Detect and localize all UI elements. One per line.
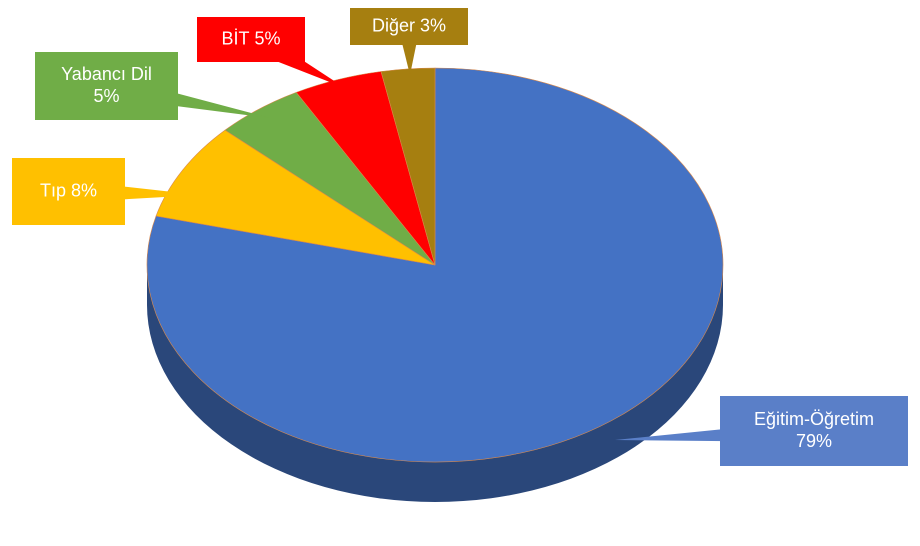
category-label: BİT: [221, 28, 249, 48]
slice: [146, 67, 724, 463]
category-label: Yabancı Dil: [61, 64, 152, 84]
data-label: Tıp 8%: [40, 180, 97, 200]
value-label: 79%: [796, 431, 832, 451]
callout-box: [720, 396, 908, 466]
data-label: Yabancı Dil 5%: [61, 64, 152, 106]
callout-box: [12, 158, 125, 225]
slice: [380, 67, 436, 266]
data-label: Eğitim-Öğretim 79%: [754, 409, 874, 451]
value-label: 3%: [420, 15, 446, 35]
value-label: 5%: [93, 86, 119, 106]
category-label: Tıp: [40, 180, 66, 200]
slice: [155, 129, 436, 266]
value-label: 5%: [255, 28, 281, 48]
callout-box: [350, 8, 468, 45]
callout-box: [35, 52, 178, 120]
slice-side: [147, 265, 723, 502]
category-label: Diğer: [372, 15, 415, 35]
category-label: Eğitim-Öğretim: [754, 409, 874, 429]
callout-box: [197, 17, 305, 62]
value-label: 8%: [71, 180, 97, 200]
data-label: Diğer 3%: [372, 15, 446, 35]
data-label: BİT 5%: [221, 28, 280, 48]
